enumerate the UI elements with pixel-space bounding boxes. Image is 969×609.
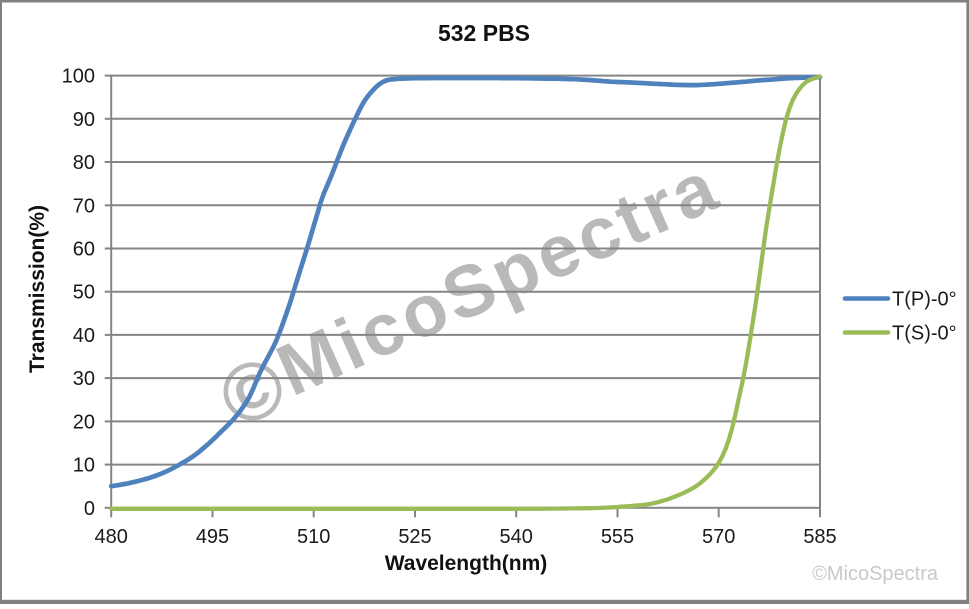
svg-text:570: 570: [702, 526, 735, 548]
svg-text:10: 10: [73, 455, 95, 477]
svg-text:70: 70: [73, 195, 95, 217]
svg-text:90: 90: [73, 109, 95, 131]
svg-text:540: 540: [500, 526, 533, 548]
svg-text:Transmission(%): Transmission(%): [26, 205, 49, 373]
svg-text:20: 20: [73, 411, 95, 433]
svg-text:80: 80: [73, 152, 95, 174]
svg-text:510: 510: [297, 526, 330, 548]
svg-text:50: 50: [73, 282, 95, 304]
svg-text:Wavelength(nm): Wavelength(nm): [385, 552, 548, 575]
svg-text:525: 525: [398, 526, 431, 548]
svg-text:T(S)-0°: T(S)-0°: [892, 323, 957, 345]
svg-text:0: 0: [84, 498, 95, 520]
svg-text:585: 585: [803, 526, 836, 548]
svg-text:40: 40: [73, 325, 95, 347]
svg-text:T(P)-0°: T(P)-0°: [892, 289, 957, 311]
svg-text:495: 495: [196, 526, 229, 548]
svg-text:60: 60: [73, 239, 95, 261]
svg-text:30: 30: [73, 368, 95, 390]
svg-text:480: 480: [95, 526, 128, 548]
svg-text:©MicoSpectra: ©MicoSpectra: [812, 563, 939, 585]
svg-text:555: 555: [601, 526, 634, 548]
svg-text:532 PBS: 532 PBS: [438, 20, 530, 46]
svg-text:100: 100: [62, 66, 95, 88]
